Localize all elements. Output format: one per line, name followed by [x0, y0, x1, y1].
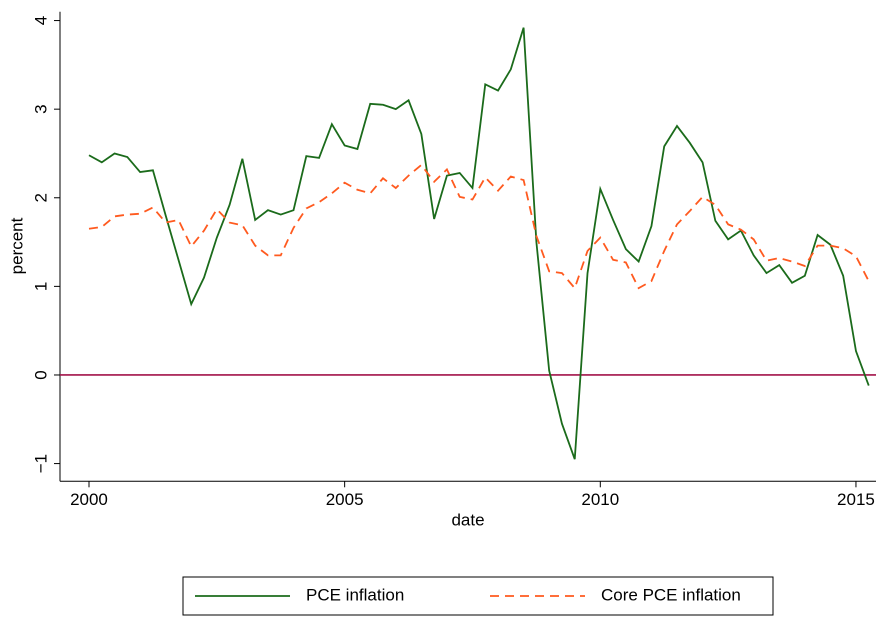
x-tick-label: 2000	[70, 490, 108, 509]
x-tick-label: 2005	[326, 490, 364, 509]
legend-box	[182, 576, 774, 616]
y-tick-label: 0	[31, 370, 50, 379]
y-tick-label: 1	[31, 282, 50, 291]
y-tick-label: 3	[31, 104, 50, 113]
legend-label: Core PCE inflation	[601, 585, 741, 604]
y-tick-label: 4	[31, 16, 50, 25]
y-tick-label: 2	[31, 193, 50, 202]
legend-label: PCE inflation	[306, 585, 404, 604]
x-tick-label: 2010	[581, 490, 619, 509]
data-line	[88, 163, 870, 290]
y-axis-label: percent	[7, 217, 26, 274]
y-tick-label: −1	[31, 454, 50, 473]
x-axis-label: date	[451, 510, 484, 529]
data-line	[88, 27, 870, 460]
x-tick-label: 2015	[837, 490, 875, 509]
